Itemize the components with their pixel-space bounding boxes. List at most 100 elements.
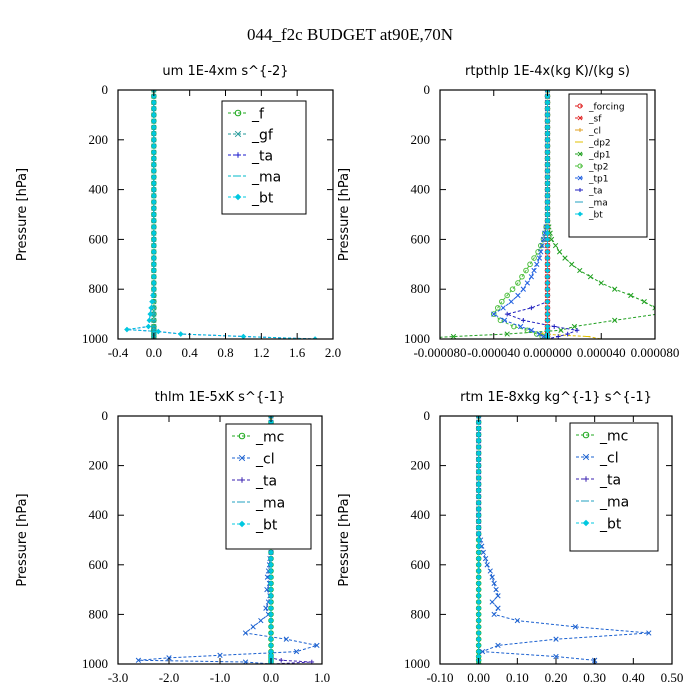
panel-title: rtm 1E-8xkg kg^{-1} s^{-1}: [460, 390, 652, 405]
series-point: [475, 543, 482, 549]
series-point: [504, 292, 510, 299]
series-point: [151, 199, 157, 205]
series-point: [544, 137, 551, 143]
series-point: [475, 562, 482, 568]
series-point: [151, 143, 157, 149]
x-tick-label: -0.10: [426, 670, 453, 685]
series-point: [145, 323, 152, 330]
series-point: [475, 506, 482, 512]
series-point: [500, 305, 506, 311]
series-point: [544, 292, 551, 299]
x-tick-label: -3.0: [108, 670, 129, 685]
series-point: [151, 224, 157, 230]
series-point: [264, 586, 270, 593]
legend-marker: [582, 431, 590, 439]
series-point: [520, 286, 526, 292]
y-tick-label: 1000: [82, 331, 108, 346]
legend-marker: [577, 211, 583, 217]
y-tick-label: 0: [424, 408, 431, 423]
series-point: [151, 130, 157, 137]
series-point: [499, 298, 505, 305]
series-point: [544, 211, 551, 218]
series-point: [521, 318, 526, 323]
series-point: [504, 331, 510, 337]
series-point: [151, 105, 157, 112]
series-point: [283, 636, 289, 642]
series-point: [515, 280, 521, 286]
series-point: [558, 327, 564, 333]
x-tick-label: 0.000040: [577, 345, 626, 360]
legend-label: _ta: [588, 186, 603, 196]
series-point: [475, 493, 482, 500]
series-point: [475, 469, 482, 475]
series-point: [544, 323, 551, 330]
series-point: [217, 652, 223, 658]
x-tick-label: 1.0: [314, 670, 330, 685]
series-point: [268, 611, 274, 618]
series-point: [527, 261, 533, 268]
series-point: [490, 311, 497, 317]
legend-marker: [577, 151, 583, 157]
x-tick-label: 0.20: [545, 670, 568, 685]
y-tick-label: 600: [89, 557, 109, 572]
series-point: [150, 292, 156, 299]
series-point: [544, 230, 551, 236]
series-point: [536, 331, 543, 337]
series-point: [148, 305, 154, 311]
series-point: [151, 118, 157, 124]
series-point: [135, 657, 142, 663]
series-point: [577, 267, 583, 274]
x-tick-label: -0.000080: [413, 345, 466, 360]
series-point: [475, 642, 482, 649]
series-point: [544, 130, 551, 137]
series-point: [537, 242, 544, 249]
series-point: [592, 661, 598, 664]
series-point: [544, 311, 551, 317]
series-point: [544, 143, 551, 149]
series-point: [515, 292, 521, 299]
series-point: [250, 624, 256, 630]
y-axis-label: Pressure [hPa]: [15, 168, 30, 261]
figure-title: 044_f2c BUDGET at90E,70N: [247, 25, 453, 44]
series-point: [475, 500, 482, 506]
series-point: [482, 555, 489, 562]
series-point: [475, 648, 482, 655]
y-axis-label: Pressure [hPa]: [337, 168, 352, 261]
legend-label: _ta: [599, 472, 621, 488]
y-tick-label: 0: [102, 408, 109, 423]
y-tick-label: 400: [411, 507, 431, 522]
series-point: [151, 155, 157, 162]
series-point: [562, 255, 568, 261]
x-tick-label: 0.30: [583, 670, 606, 685]
series-point: [544, 224, 551, 230]
series-point: [268, 648, 274, 655]
x-tick-label: 0.4: [182, 345, 199, 360]
series-point: [151, 93, 157, 100]
series-point: [151, 90, 157, 93]
series-point: [491, 311, 497, 317]
series-point: [475, 611, 482, 618]
series-point: [268, 642, 274, 649]
legend-marker: [577, 163, 583, 169]
series-point: [151, 336, 157, 339]
legend-marker: [234, 130, 242, 138]
legend-label: _ta: [255, 473, 277, 489]
series-point: [528, 327, 535, 333]
series-point: [177, 331, 184, 337]
series-point: [475, 630, 482, 636]
legend: _f _gf _ta _ma _bt: [221, 100, 307, 215]
series-point: [544, 174, 551, 180]
x-tick-label: 0.40: [622, 670, 645, 685]
series-point: [475, 636, 482, 642]
series-point: [491, 611, 497, 618]
y-tick-label: 800: [411, 281, 431, 296]
legend-label: _bt: [599, 516, 622, 532]
legend-marker: [234, 193, 242, 201]
legend-label: _gf: [251, 127, 274, 143]
series-point: [655, 312, 660, 317]
legend: _forcing _sf _cl _dp2 _dp1 _tp2 _tp1 _ta _ma _bt: [568, 93, 648, 238]
series-point: [278, 657, 284, 663]
series-point: [479, 648, 486, 655]
series-point: [475, 431, 482, 438]
